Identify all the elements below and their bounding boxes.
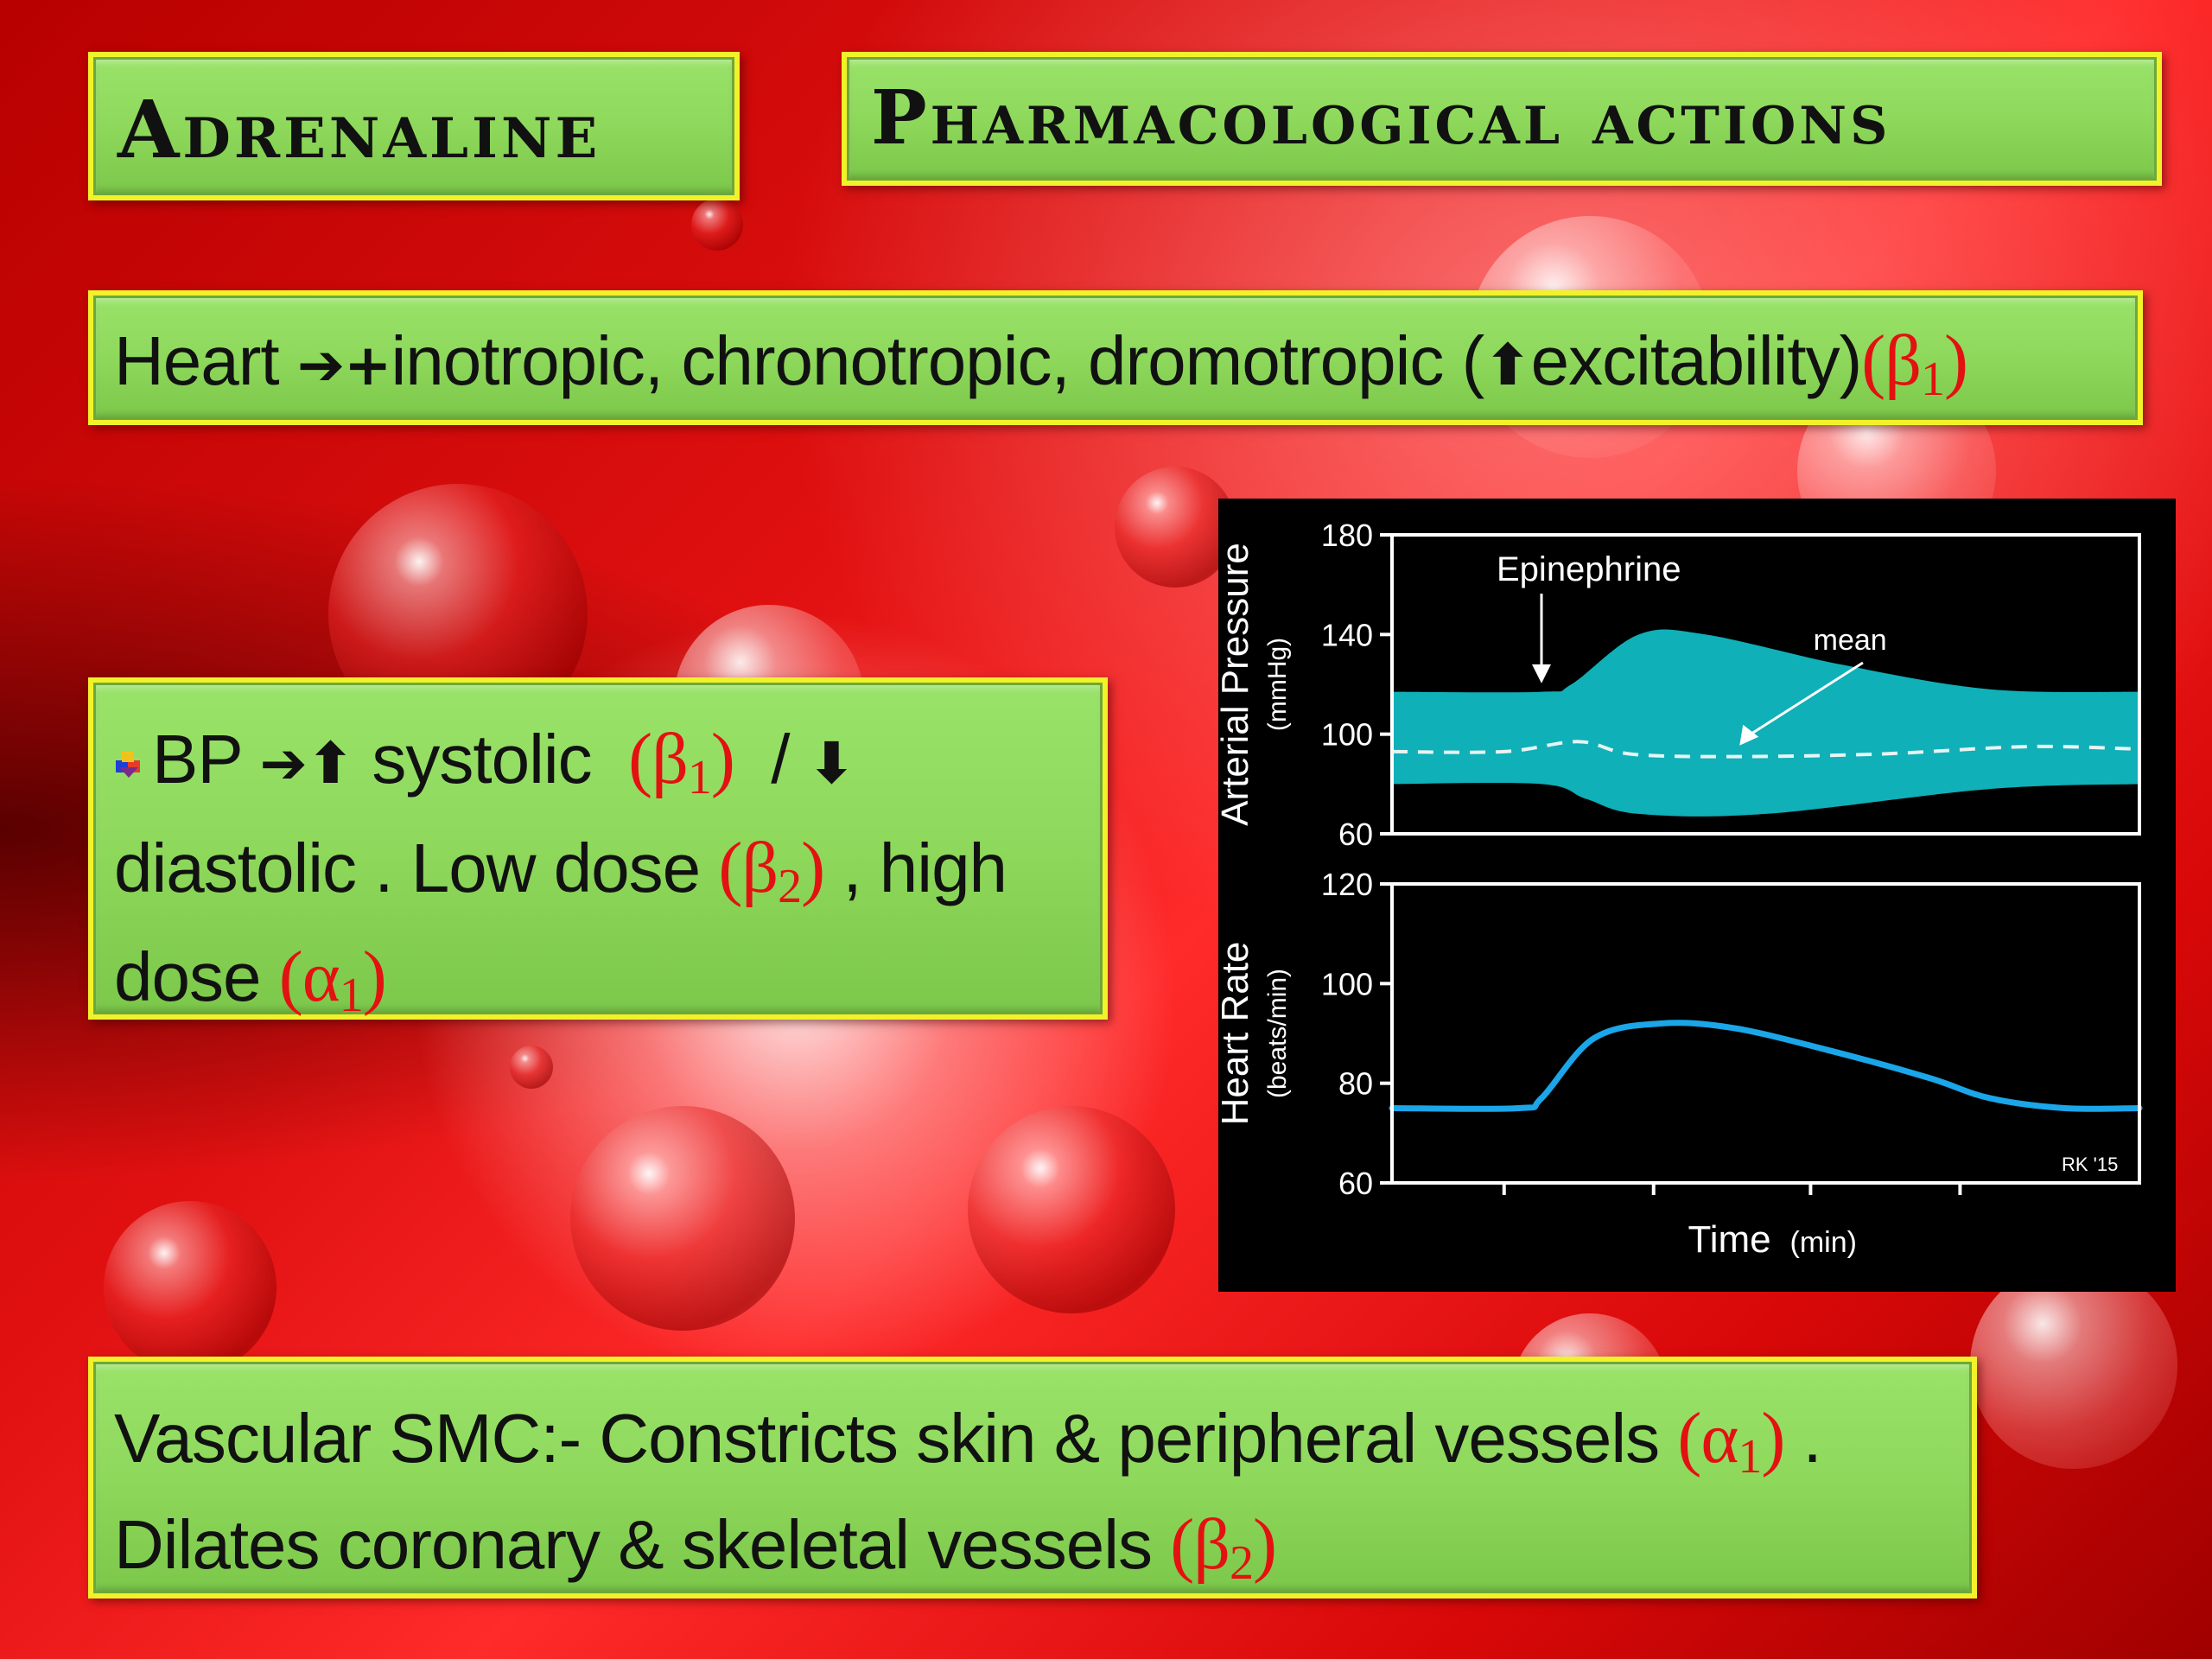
y-axis-unit: (beats/min) xyxy=(1263,969,1292,1098)
title-box-actions: Pharmacological actions xyxy=(842,52,2162,186)
background-bubble xyxy=(968,1106,1175,1313)
background-bubble xyxy=(1970,1262,2177,1469)
arrow-right-icon: ➔ xyxy=(296,332,345,398)
background-bubble xyxy=(104,1201,276,1374)
bp-label: BP xyxy=(152,721,242,798)
bp-diastolic: diastolic . Low dose xyxy=(114,830,701,906)
bp-text: BP ➔⬆ systolic (β1) / ⬇ diastolic . Low … xyxy=(114,705,1090,1032)
y-tick-label: 100 xyxy=(1321,966,1373,1001)
heart-text: inotropic, chronotropic, dromotropic ( xyxy=(391,322,1484,399)
bp-systolic: systolic xyxy=(372,721,592,798)
arrow-right-icon: ➔ xyxy=(259,730,308,797)
vascular-tail: . xyxy=(1784,1400,1822,1477)
y-tick-label: 180 xyxy=(1321,518,1373,553)
receptor-alpha1: (α1) xyxy=(1677,1398,1785,1484)
y-axis-unit: (mmHg) xyxy=(1263,638,1292,731)
vascular-line-2: Dilates coronary & skeletal vessels xyxy=(114,1506,1153,1584)
receptor-alpha1: (α1) xyxy=(278,937,387,1022)
receptor-beta1: (β1) xyxy=(1861,321,1968,406)
receptor-beta1: (β1) xyxy=(628,719,735,804)
background-bubble xyxy=(510,1046,553,1089)
mean-label: mean xyxy=(1814,624,1887,657)
y-tick-label: 140 xyxy=(1321,617,1373,652)
heart-line: Heart ➔+inotropic, chronotropic, dromotr… xyxy=(114,318,1968,409)
background-bubble xyxy=(570,1106,795,1331)
x-axis-unit: (min) xyxy=(1790,1226,1857,1259)
plot-frame xyxy=(1390,882,2141,1185)
arrow-down-icon: ⬇ xyxy=(807,730,855,797)
heart-label: Heart xyxy=(114,322,280,399)
y-tick-label: 100 xyxy=(1321,717,1373,753)
x-axis-label: Time xyxy=(1688,1218,1771,1261)
epinephrine-label: Epinephrine xyxy=(1497,550,1681,588)
mean-pressure-line xyxy=(1391,740,2140,759)
hemodynamic-chart-panel: Epinephrine mean 180 140 100 60 Arterial Press… xyxy=(1218,499,2176,1292)
y-tick-label: 120 xyxy=(1321,867,1373,902)
plus-icon: + xyxy=(344,332,391,398)
watermark: RK '15 xyxy=(2062,1154,2118,1175)
vascular-text: Vascular SMC:- Constricts skin & periphe… xyxy=(114,1386,1822,1599)
y-axis-label: Heart Rate xyxy=(1218,942,1256,1126)
heart-text-2: excitability) xyxy=(1530,322,1863,399)
y-tick-label: 60 xyxy=(1338,1166,1373,1201)
pressure-band-area xyxy=(1392,629,2139,817)
bp-box: BP ➔⬆ systolic (β1) / ⬇ diastolic . Low … xyxy=(88,677,1108,1022)
bp-high: , high xyxy=(842,830,1007,906)
plot-frame xyxy=(1390,533,2141,836)
slide-subtitle: Pharmacological actions xyxy=(871,74,1891,162)
bullet-icon xyxy=(116,752,140,778)
arrow-up-icon: ⬆ xyxy=(1484,332,1531,398)
epinephrine-arrowhead xyxy=(1532,664,1551,683)
y-axis-label: Arterial Pressure xyxy=(1218,543,1256,826)
y-tick-label: 80 xyxy=(1338,1066,1373,1102)
bp-dose: dose xyxy=(114,938,261,1015)
y-tick-label: 60 xyxy=(1338,817,1373,852)
receptor-beta2: (β2) xyxy=(718,828,825,913)
heart-rate-line xyxy=(1389,1020,2143,1112)
heart-box: Heart ➔+inotropic, chronotropic, dromotr… xyxy=(88,290,2143,425)
slide-title: Adrenaline xyxy=(118,83,601,176)
vascular-box: Vascular SMC:- Constricts skin & periphe… xyxy=(88,1357,1977,1599)
title-box-adrenaline: Adrenaline xyxy=(88,52,740,200)
receptor-beta2: (β2) xyxy=(1170,1504,1277,1591)
vascular-line-1: Vascular SMC:- Constricts skin & periphe… xyxy=(114,1400,1660,1477)
mean-arrow xyxy=(1745,661,1864,738)
background-bubble xyxy=(1115,467,1236,588)
background-bubble xyxy=(691,199,743,251)
hemodynamic-chart: Epinephrine mean 180 140 100 60 Arterial Press… xyxy=(1218,518,2143,1261)
arrow-up-icon: ⬆ xyxy=(306,730,354,797)
mean-arrowhead xyxy=(1739,724,1759,746)
bp-slash: / xyxy=(771,721,790,798)
